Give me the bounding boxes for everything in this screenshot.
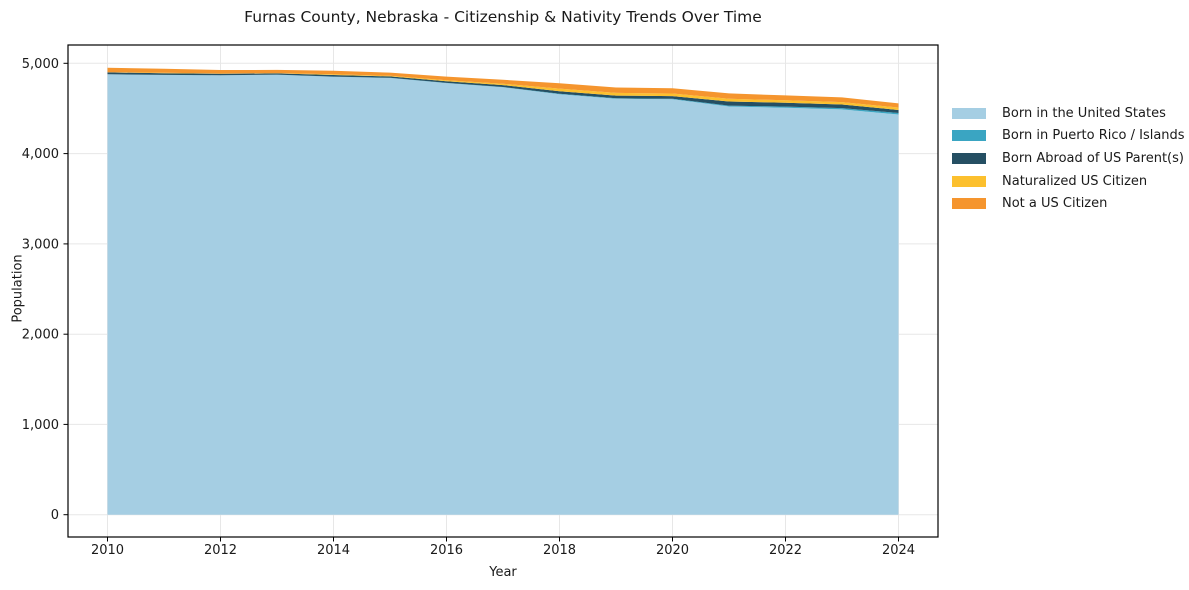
y-tick-label: 2,000 (22, 328, 59, 343)
y-tick-label: 5,000 (22, 57, 59, 72)
y-tick-label: 4,000 (22, 147, 59, 162)
legend-swatch-icon (952, 152, 986, 164)
legend-swatch-icon (952, 130, 986, 142)
x-tick-label: 2016 (430, 543, 463, 558)
x-tick-label: 2022 (769, 543, 802, 558)
area-series (107, 74, 899, 515)
y-axis-label: Population (10, 254, 26, 323)
legend-item: Born Abroad of US Parent(s) (952, 147, 1185, 170)
y-tick-label: 1,000 (22, 418, 59, 433)
legend-swatch-icon (952, 175, 986, 187)
legend-item: Naturalized US Citizen (952, 170, 1185, 193)
legend-item: Born in the United States (952, 102, 1185, 125)
y-tick-label: 3,000 (22, 237, 59, 252)
x-tick-label: 2014 (317, 543, 350, 558)
x-tick-label: 2012 (204, 543, 237, 558)
legend: Born in the United States Born in Puerto… (952, 102, 1185, 215)
legend-swatch-icon (952, 198, 986, 210)
legend-label: Not a US Citizen (1002, 196, 1108, 212)
x-axis-label: Year (489, 565, 517, 580)
x-tick-label: 2024 (882, 543, 915, 558)
x-tick-label: 2018 (543, 543, 576, 558)
legend-label: Born in Puerto Rico / Islands (1002, 128, 1185, 144)
legend-item: Born in Puerto Rico / Islands (952, 125, 1185, 148)
plot-frame (67, 44, 939, 538)
legend-label: Born in the United States (1002, 105, 1166, 121)
chart-title: Furnas County, Nebraska - Citizenship & … (244, 8, 762, 26)
x-tick-label: 2020 (656, 543, 689, 558)
legend-swatch-icon (952, 107, 986, 119)
area-series (107, 67, 899, 108)
x-tick-label: 2010 (91, 543, 124, 558)
y-tick-label: 0 (51, 508, 59, 523)
legend-label: Naturalized US Citizen (1002, 173, 1148, 189)
legend-label: Born Abroad of US Parent(s) (1002, 150, 1184, 166)
legend-item: Not a US Citizen (952, 192, 1185, 215)
